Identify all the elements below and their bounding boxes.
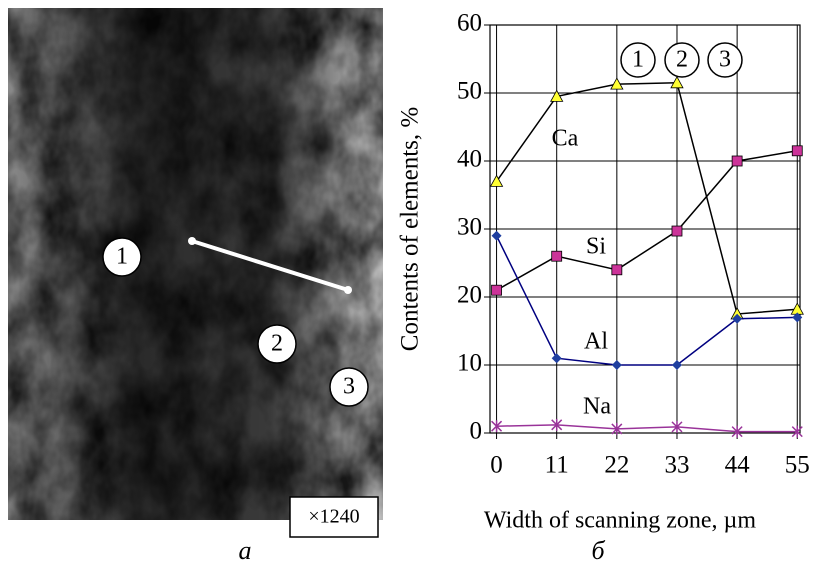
annotation: 3 (719, 47, 731, 73)
annotation: 2 (676, 47, 688, 73)
series-label: Si (586, 234, 606, 260)
x-tick-label: 22 (604, 452, 629, 479)
y-tick-label: 20 (457, 282, 482, 309)
x-tick-label: 44 (725, 452, 751, 479)
data-point (492, 285, 502, 295)
panel-label: а (239, 536, 252, 565)
y-tick-label: 50 (457, 78, 482, 105)
data-point (552, 251, 562, 261)
magnification: ×1240 (308, 506, 359, 528)
micrograph-texture (8, 8, 383, 520)
series-label: Al (584, 329, 608, 355)
marker-label: 1 (116, 244, 128, 270)
x-tick-label: 55 (785, 452, 810, 479)
marker-label: 2 (271, 331, 283, 357)
x-tick-label: 33 (664, 452, 689, 479)
data-point (672, 226, 682, 236)
y-tick-label: 0 (470, 418, 483, 445)
y-tick-label: 10 (457, 350, 482, 377)
y-tick-label: 60 (457, 10, 482, 37)
micrograph: 1 2 3 ×1240 (8, 8, 383, 537)
annotation: 1 (632, 47, 644, 73)
figure: 1 2 3 ×1240 а б Contents of elements, % … (0, 0, 816, 573)
page: {"micrograph": {"markers": ["1", "2", "3… (0, 0, 816, 573)
scan-end (344, 286, 352, 294)
data-point (792, 146, 802, 156)
data-point (732, 156, 742, 166)
y-tick-label: 30 (457, 214, 482, 241)
x-tick-label: 11 (545, 452, 569, 479)
y-axis-label: Contents of elements, % (397, 107, 424, 351)
marker-label: 3 (343, 374, 355, 400)
series-label: Na (583, 394, 611, 420)
panel-label: б (591, 536, 605, 565)
x-tick-label: 0 (490, 452, 503, 479)
scan-start (188, 237, 196, 245)
y-tick-label: 40 (457, 146, 482, 173)
x-axis-label: Width of scanning zone, µm (484, 508, 756, 534)
series-label: Ca (552, 126, 579, 152)
data-point (612, 265, 622, 275)
